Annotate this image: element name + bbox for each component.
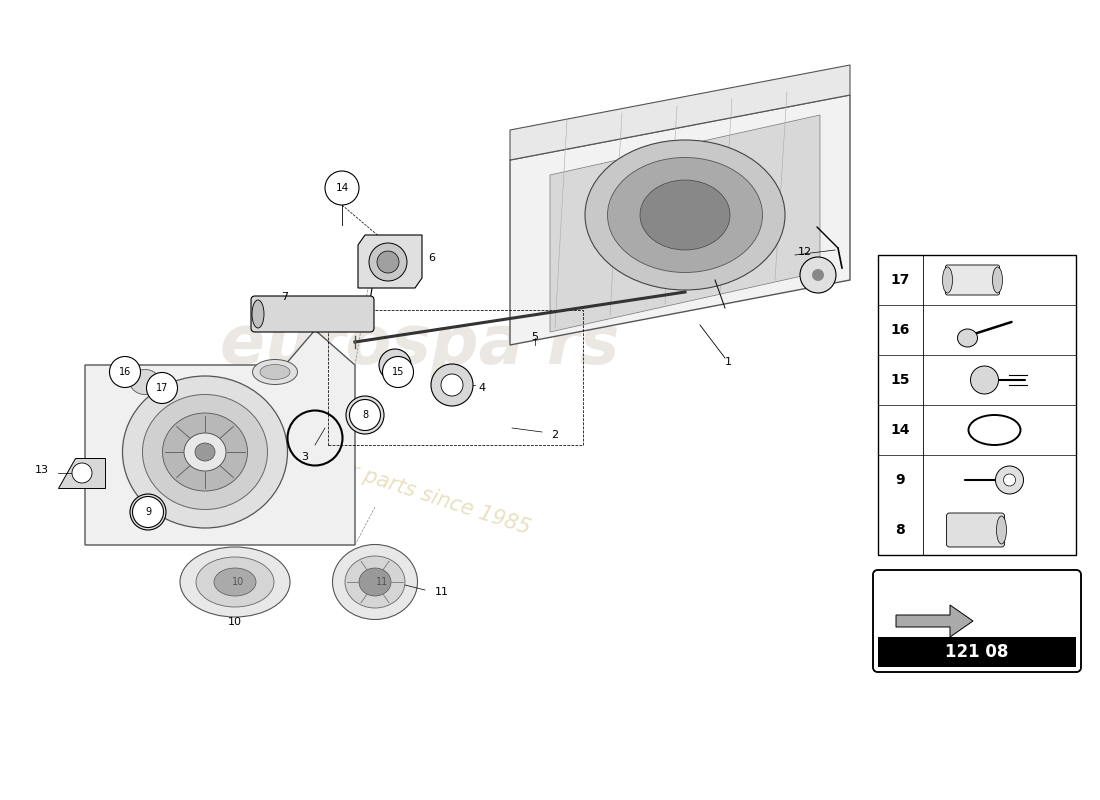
Text: 8: 8 (895, 523, 905, 537)
Ellipse shape (585, 140, 785, 290)
Ellipse shape (180, 547, 290, 617)
Text: 15: 15 (890, 373, 910, 387)
Text: 9: 9 (895, 473, 905, 487)
Circle shape (132, 497, 164, 527)
Polygon shape (85, 330, 355, 545)
Circle shape (800, 257, 836, 293)
FancyBboxPatch shape (251, 296, 374, 332)
Ellipse shape (368, 243, 407, 281)
Ellipse shape (195, 443, 214, 461)
Ellipse shape (387, 358, 403, 373)
Text: 15: 15 (392, 367, 404, 377)
Bar (328, 310, 583, 445)
Ellipse shape (943, 267, 953, 293)
Ellipse shape (252, 300, 264, 328)
Text: 7: 7 (282, 292, 288, 302)
Ellipse shape (214, 568, 256, 596)
Polygon shape (58, 458, 104, 488)
Ellipse shape (143, 394, 267, 510)
Circle shape (110, 357, 141, 387)
Ellipse shape (346, 396, 384, 434)
Text: 4: 4 (478, 383, 485, 393)
Text: eurospa rs: eurospa rs (220, 312, 619, 378)
Ellipse shape (441, 374, 463, 396)
Ellipse shape (992, 267, 1002, 293)
FancyBboxPatch shape (873, 570, 1081, 672)
Ellipse shape (122, 376, 287, 528)
Text: 11: 11 (434, 587, 449, 597)
Polygon shape (510, 65, 850, 160)
Text: 14: 14 (336, 183, 349, 193)
Ellipse shape (345, 556, 405, 608)
Ellipse shape (431, 364, 473, 406)
Text: 12: 12 (798, 247, 812, 257)
Text: 11: 11 (376, 577, 388, 587)
Bar (878, 637, 1076, 667)
Text: 3: 3 (301, 452, 308, 462)
Ellipse shape (607, 158, 762, 273)
Text: 16: 16 (890, 323, 910, 337)
Text: 14: 14 (890, 423, 910, 437)
Circle shape (324, 171, 359, 205)
Ellipse shape (184, 433, 226, 471)
Text: 121 08: 121 08 (945, 643, 1009, 661)
Circle shape (146, 373, 177, 403)
Circle shape (383, 357, 414, 387)
Ellipse shape (359, 568, 390, 596)
Ellipse shape (997, 516, 1006, 544)
Text: 2: 2 (551, 430, 559, 440)
Text: 10: 10 (228, 617, 242, 627)
Circle shape (350, 399, 381, 430)
Circle shape (1003, 474, 1015, 486)
Text: 8: 8 (362, 410, 369, 420)
Ellipse shape (377, 251, 399, 273)
Circle shape (812, 269, 824, 281)
Text: 1: 1 (725, 357, 732, 367)
Ellipse shape (332, 545, 418, 619)
Ellipse shape (355, 405, 375, 425)
Polygon shape (896, 605, 974, 637)
Circle shape (130, 494, 166, 530)
Polygon shape (550, 115, 820, 332)
Circle shape (72, 463, 92, 483)
Ellipse shape (957, 329, 978, 347)
Text: 6: 6 (428, 253, 435, 263)
Text: 5: 5 (531, 332, 539, 342)
Bar (878, 255, 1076, 555)
Circle shape (996, 466, 1023, 494)
Text: a passion for parts since 1985: a passion for parts since 1985 (227, 422, 532, 538)
Ellipse shape (253, 359, 297, 385)
Ellipse shape (260, 365, 290, 379)
Polygon shape (510, 95, 850, 345)
Text: 9: 9 (145, 507, 151, 517)
Text: 17: 17 (890, 273, 910, 287)
Polygon shape (358, 235, 422, 288)
Text: 13: 13 (35, 465, 50, 475)
Circle shape (970, 366, 999, 394)
Ellipse shape (640, 180, 730, 250)
Text: 10: 10 (232, 577, 244, 587)
FancyBboxPatch shape (946, 265, 1000, 295)
Circle shape (140, 504, 156, 520)
Ellipse shape (196, 557, 274, 607)
Ellipse shape (163, 413, 248, 491)
Ellipse shape (130, 370, 159, 394)
Text: 16: 16 (119, 367, 131, 377)
Text: 17: 17 (156, 383, 168, 393)
Ellipse shape (379, 349, 411, 381)
FancyBboxPatch shape (946, 513, 1004, 547)
